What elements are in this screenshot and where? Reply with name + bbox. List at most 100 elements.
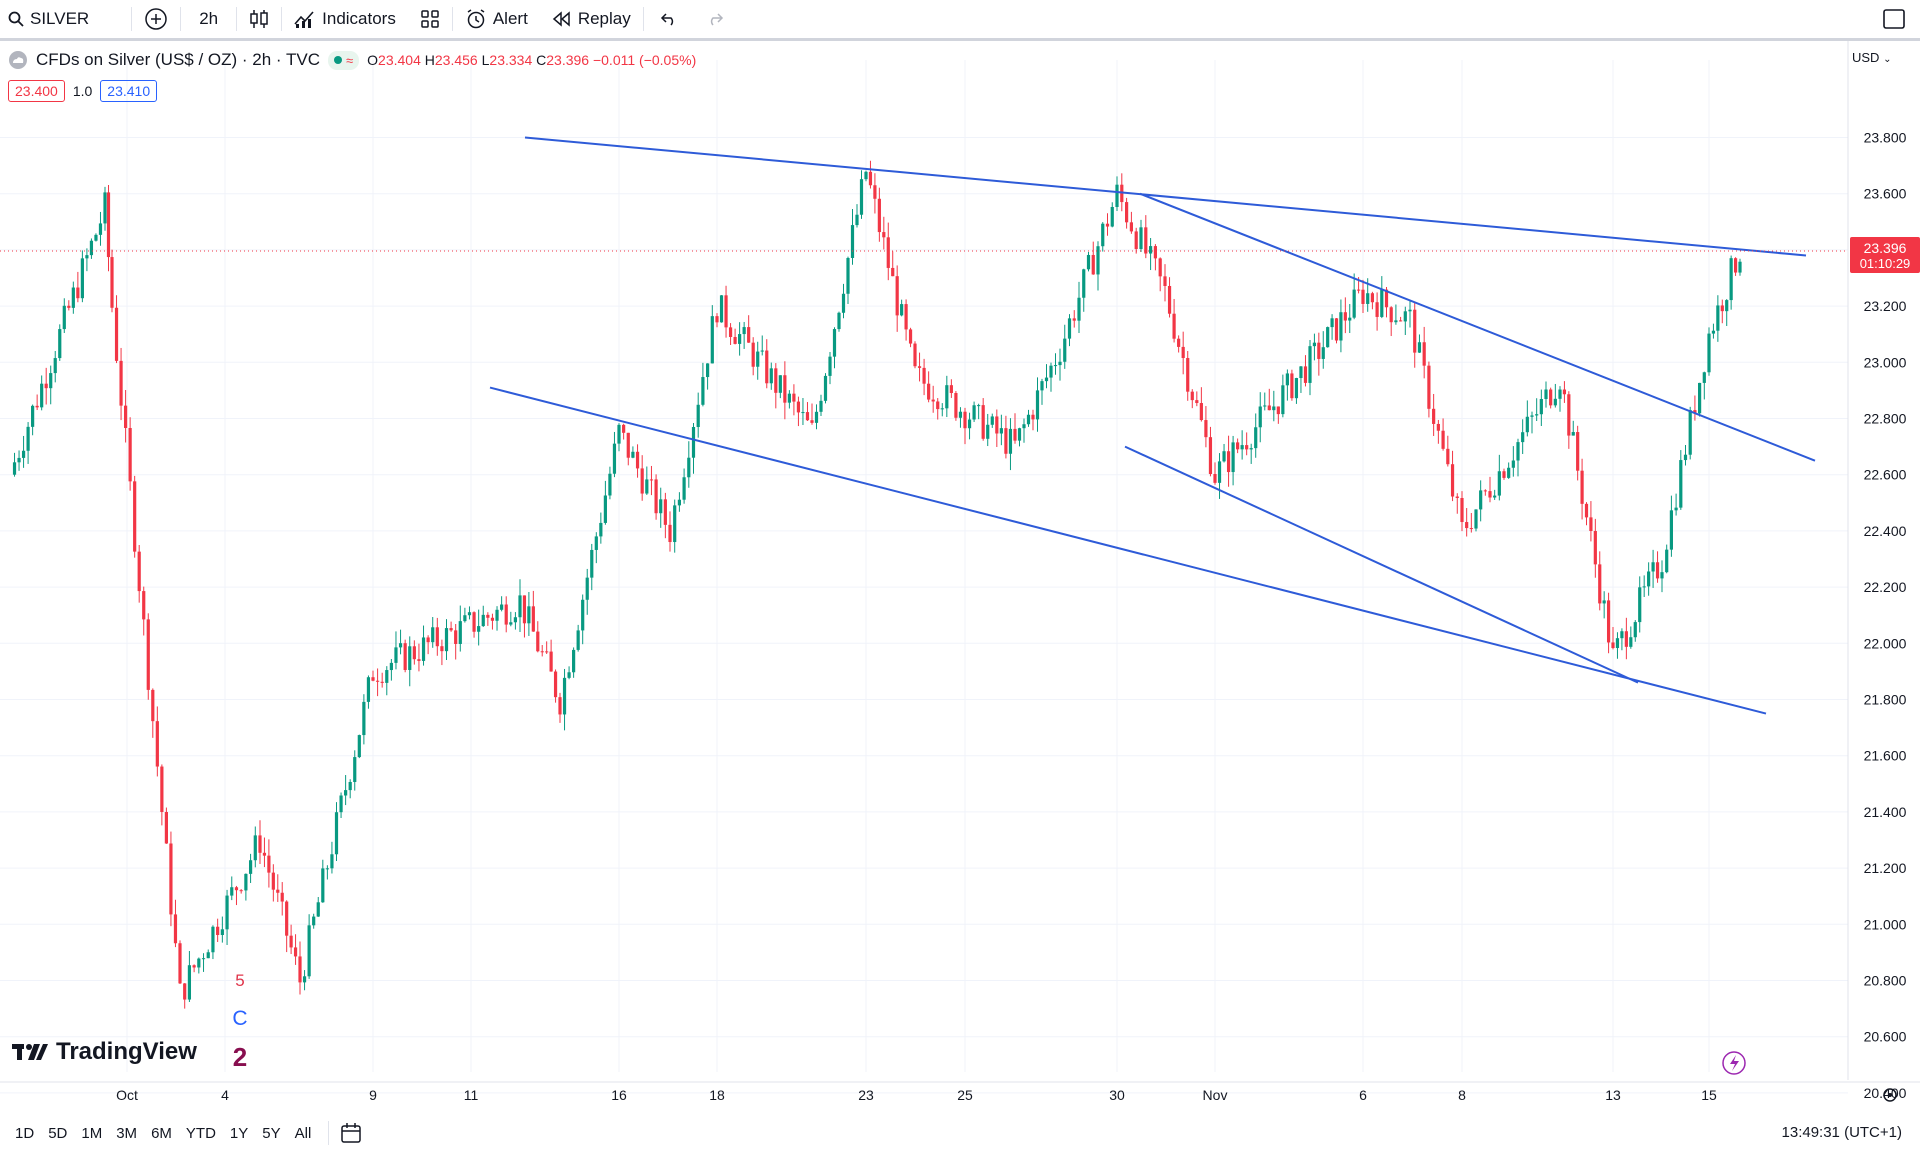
candle-body bbox=[1589, 517, 1593, 531]
candle-body bbox=[668, 524, 672, 543]
range-button-5y[interactable]: 5Y bbox=[262, 1124, 281, 1142]
divider bbox=[236, 7, 238, 31]
candle-body bbox=[1716, 305, 1720, 331]
trendline-channel-top[interactable] bbox=[1139, 192, 1816, 462]
candle-body bbox=[1427, 365, 1431, 409]
symbol-search[interactable]: SILVER bbox=[0, 0, 101, 38]
trendline-upper-resistance[interactable] bbox=[524, 136, 1807, 257]
x-tick-label: 18 bbox=[709, 1087, 725, 1103]
layouts-button[interactable] bbox=[408, 0, 452, 38]
bottom-toolbar: 1D 5D 1M 3M 6M YTD 1Y 5Y All bbox=[0, 1112, 1920, 1154]
fullscreen-button[interactable] bbox=[1870, 0, 1920, 38]
candle-body bbox=[900, 304, 904, 316]
candle-body bbox=[344, 790, 348, 796]
candle-body bbox=[663, 499, 667, 525]
candle-body bbox=[348, 781, 352, 791]
candle-body bbox=[17, 457, 21, 463]
candle-body bbox=[371, 677, 375, 681]
candle-body bbox=[1167, 285, 1172, 314]
compare-button[interactable] bbox=[132, 0, 180, 38]
candle-body bbox=[1516, 442, 1520, 461]
candle-body bbox=[1436, 423, 1440, 431]
range-button-ytd[interactable]: YTD bbox=[185, 1124, 216, 1142]
wave-label[interactable]: 2 bbox=[233, 1042, 247, 1072]
range-button-5d[interactable]: 5D bbox=[48, 1124, 68, 1142]
candle-body bbox=[1276, 406, 1280, 415]
candle-body bbox=[49, 373, 53, 389]
sell-button[interactable]: 23.400 bbox=[8, 80, 65, 102]
redo-icon bbox=[710, 13, 723, 26]
candle-body bbox=[913, 343, 917, 367]
candle-body bbox=[12, 462, 17, 475]
lightning-icon[interactable] bbox=[1722, 1051, 1746, 1075]
time-axis[interactable]: Oct 4 9 11 16 18 23 25 30 Nov 6 8 13 15 bbox=[0, 1081, 1920, 1103]
candle-body bbox=[133, 481, 137, 552]
candle-body bbox=[837, 312, 841, 330]
price-axis[interactable]: 23.80023.60023.40023.20023.00022.80022.6… bbox=[1847, 40, 1920, 1101]
candle-body bbox=[463, 615, 467, 622]
chart-type-button[interactable] bbox=[237, 0, 281, 38]
candle-body bbox=[540, 651, 544, 653]
trendlines[interactable]: 5 C 2 bbox=[0, 136, 1848, 1075]
candle-body bbox=[53, 358, 57, 374]
candle-body bbox=[908, 329, 913, 344]
candle-body bbox=[715, 316, 719, 323]
candle-body bbox=[972, 405, 976, 420]
x-tick-label: 11 bbox=[464, 1087, 479, 1103]
candle-body bbox=[963, 411, 967, 429]
range-button-all[interactable]: All bbox=[294, 1124, 312, 1142]
candle-body bbox=[1655, 562, 1660, 579]
indicators-button[interactable]: Indicators bbox=[282, 0, 408, 38]
interval-button[interactable]: 2h bbox=[181, 0, 236, 38]
trendline-lower-support[interactable] bbox=[489, 386, 1767, 715]
range-button-1m[interactable]: 1M bbox=[81, 1124, 103, 1142]
buy-button[interactable]: 23.410 bbox=[100, 80, 158, 102]
wave-label[interactable]: C bbox=[232, 1007, 247, 1030]
candle-body bbox=[1303, 366, 1308, 383]
replay-button[interactable]: Replay bbox=[540, 0, 643, 38]
gear-icon[interactable] bbox=[1883, 1088, 1897, 1102]
clock-timezone[interactable]: 13:49:31 (UTC+1) bbox=[1781, 1124, 1902, 1141]
range-buttons: 1D 5D 1M 3M 6M YTD 1Y 5Y All bbox=[0, 1125, 318, 1142]
rewind-icon bbox=[552, 11, 570, 27]
tradingview-logo[interactable]: TradingView bbox=[12, 1038, 197, 1066]
range-button-6m[interactable]: 6M bbox=[151, 1124, 172, 1142]
candle-body bbox=[1502, 471, 1506, 478]
candle-body bbox=[995, 416, 999, 434]
undo-button[interactable] bbox=[644, 0, 694, 38]
alert-button[interactable]: Alert bbox=[453, 0, 540, 38]
range-button-1y[interactable]: 1Y bbox=[229, 1124, 249, 1142]
candle-body bbox=[654, 479, 658, 514]
candle-body bbox=[426, 637, 430, 643]
range-button-3m[interactable]: 3M bbox=[116, 1124, 138, 1142]
candle-body bbox=[504, 604, 508, 625]
market-status-badge[interactable]: ≈ bbox=[328, 50, 360, 70]
candle-body bbox=[1511, 460, 1515, 468]
candle-body bbox=[26, 426, 30, 451]
trendline-channel-bottom[interactable] bbox=[1124, 445, 1639, 684]
candle-body bbox=[1063, 338, 1067, 362]
candle-body bbox=[408, 646, 412, 670]
candle-body bbox=[146, 619, 150, 690]
candle-body bbox=[1474, 509, 1478, 529]
calendar-goto-icon[interactable] bbox=[339, 1121, 363, 1145]
candle-body bbox=[509, 622, 513, 625]
candle-body bbox=[271, 872, 275, 890]
last-price-tag[interactable] bbox=[1850, 237, 1920, 274]
candle-body bbox=[1008, 428, 1013, 454]
candle-body bbox=[1339, 312, 1343, 341]
series-title[interactable]: CFDs on Silver (US$ / OZ) · 2h · TVC bbox=[36, 50, 321, 69]
wave-label[interactable]: 5 bbox=[235, 971, 244, 990]
candle-body bbox=[431, 627, 435, 643]
market-open-dot bbox=[334, 56, 343, 64]
redo-button[interactable] bbox=[694, 0, 736, 38]
candle-body bbox=[1281, 385, 1285, 415]
candle-body bbox=[1195, 400, 1199, 404]
candle-body bbox=[855, 214, 859, 226]
close-value: 23.396 bbox=[546, 52, 590, 68]
currency-selector[interactable]: USD ⌄ bbox=[1852, 50, 1891, 65]
range-button-1d[interactable]: 1D bbox=[15, 1124, 35, 1142]
candle-body bbox=[1290, 373, 1294, 399]
quantity-value[interactable]: 1.0 bbox=[72, 83, 93, 99]
